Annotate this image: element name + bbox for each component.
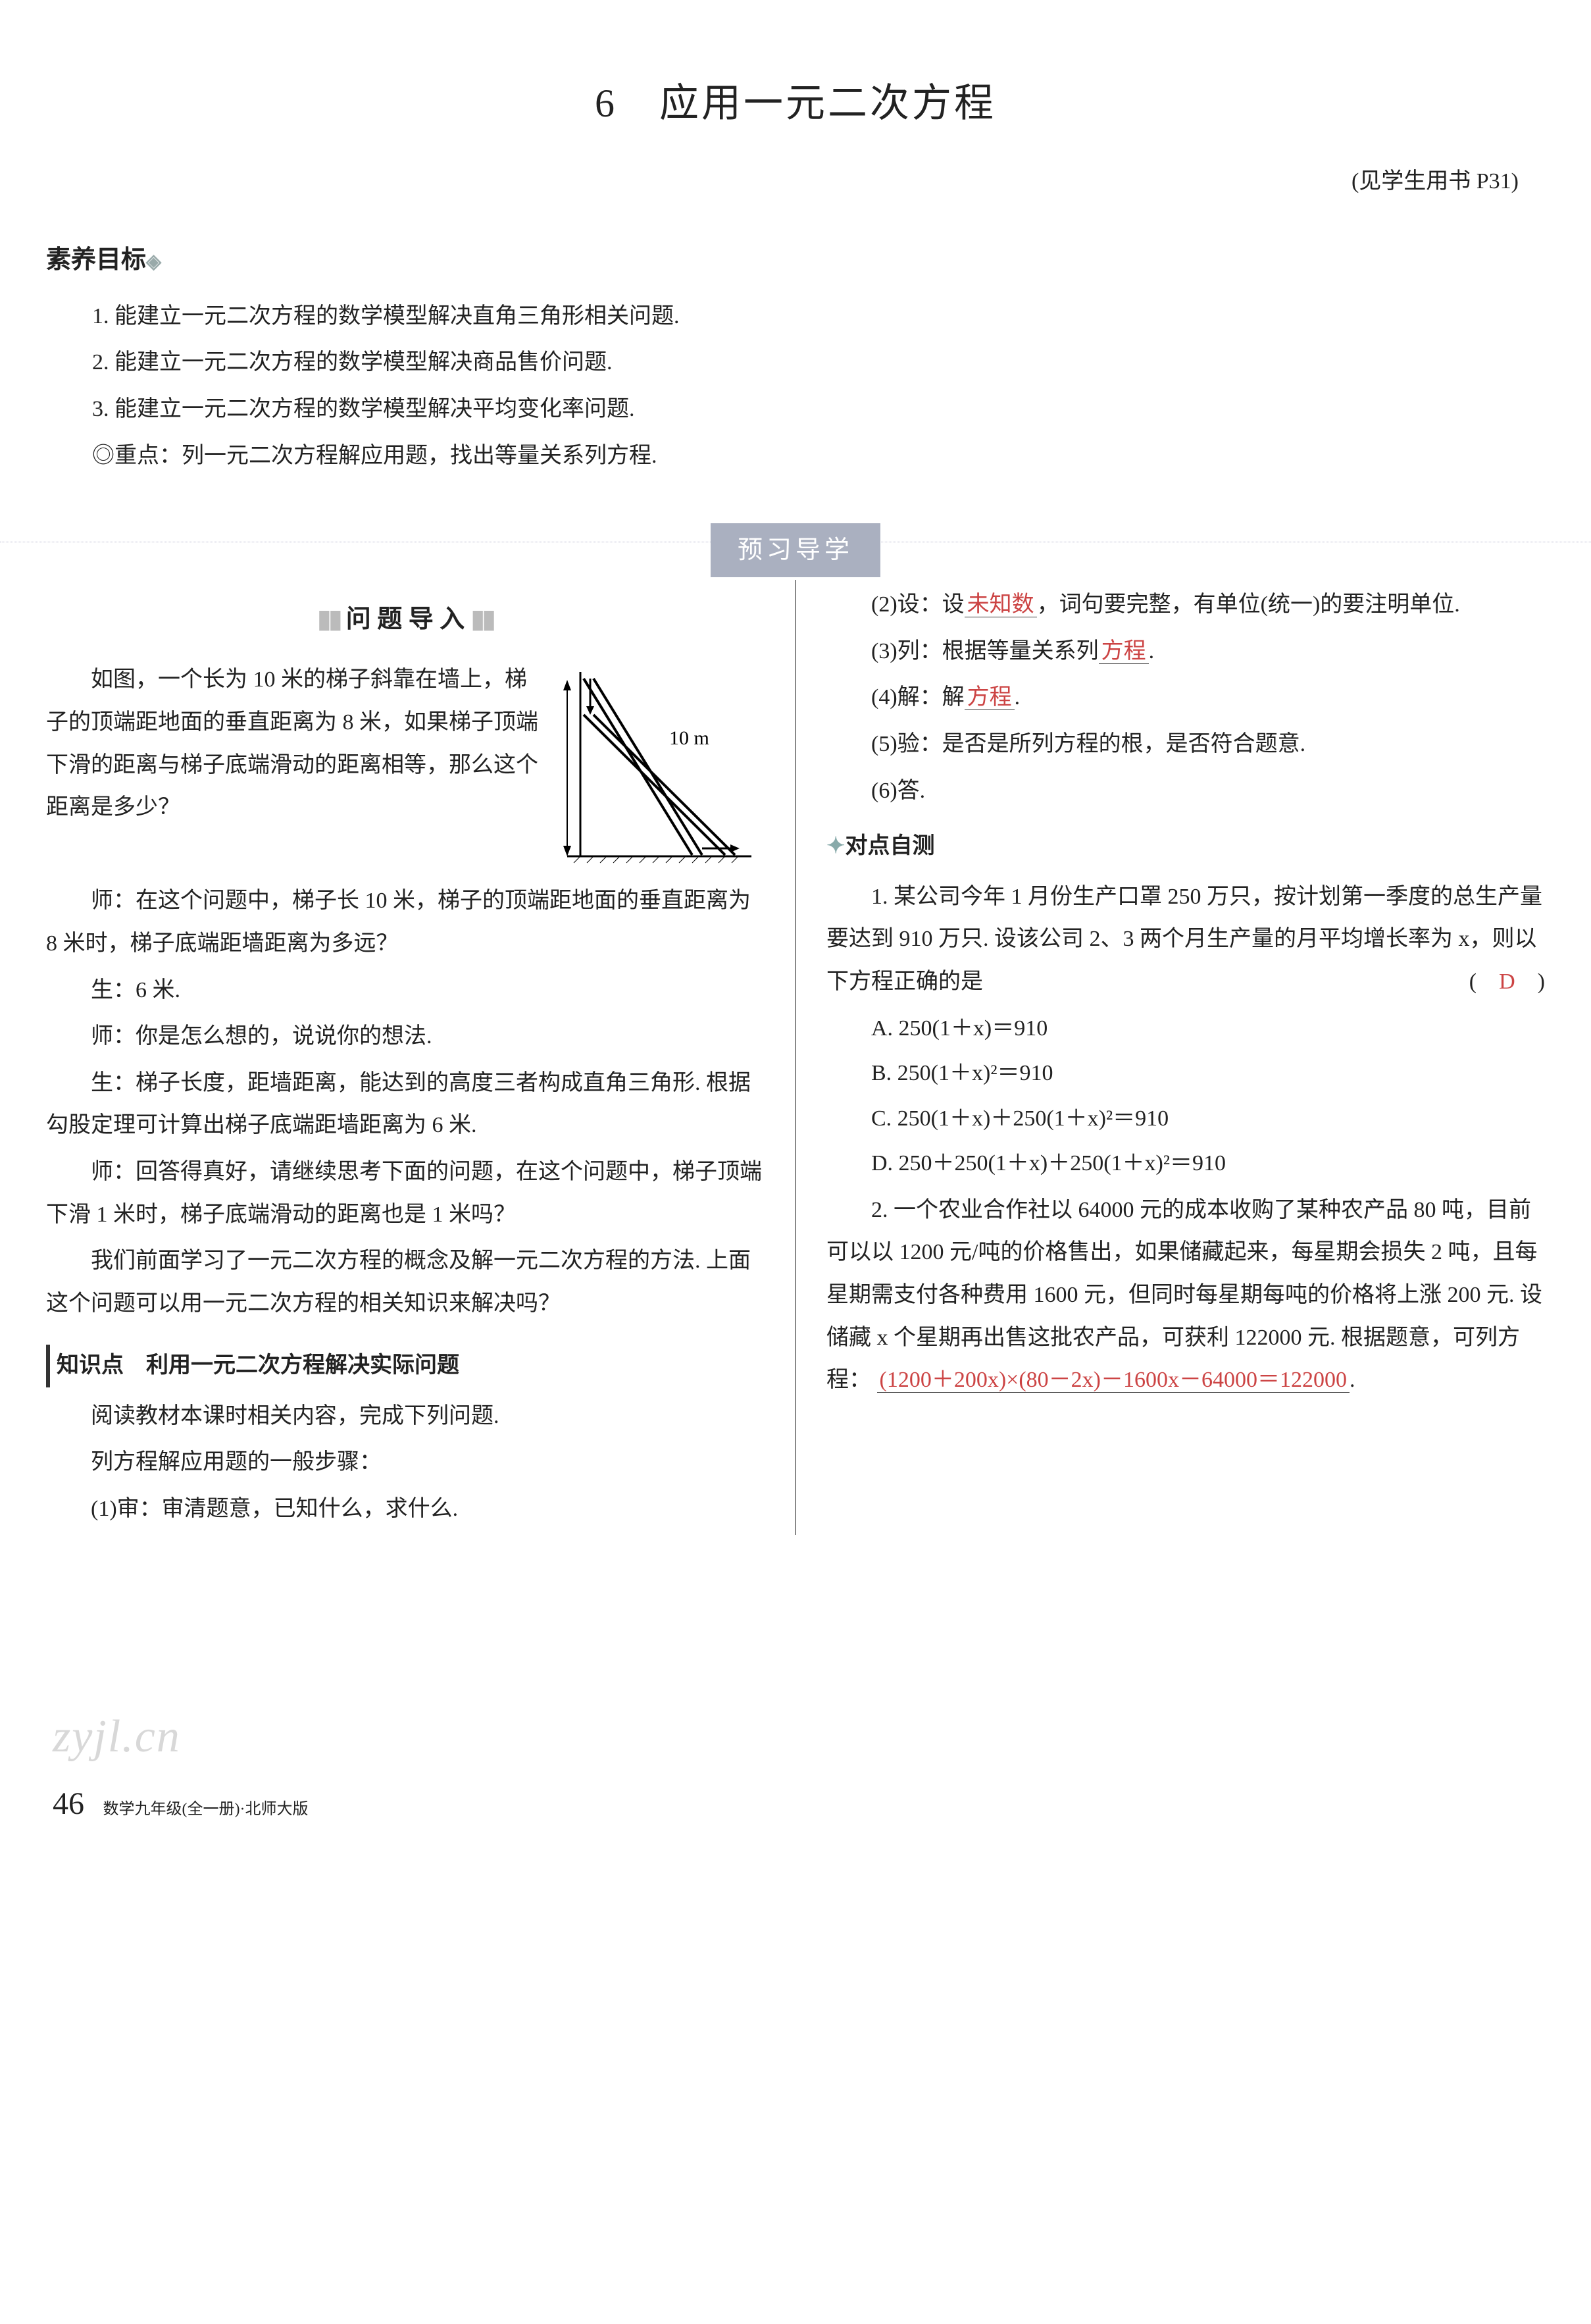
left-p4: 师：你是怎么想的，说说你的想法. [46, 1016, 765, 1058]
q2-text: 2. 一个农业合作社以 64000 元的成本收购了某种农产品 80 吨，目前可以… [826, 1198, 1542, 1392]
left-column: ▮▮ 问 题 导 入 ▮▮ [46, 580, 765, 1535]
knowledge-heading: 知识点 利用一元二次方程解决实际问题 [46, 1345, 765, 1387]
q1-stem: 1. 某公司今年 1 月份生产口罩 250 万只，按计划第一季度的总生产量要达到… [826, 876, 1545, 1004]
section-band: 预习导学 [46, 523, 1545, 560]
q1-answer: D [1499, 969, 1515, 994]
step-3a: (3)列：根据等量关系列 [871, 639, 1099, 663]
watermark: zyjl.cn [53, 1693, 1545, 1780]
step-2-blank: 未知数 [965, 592, 1037, 617]
step-2b: ，词句要完整，有单位(统一)的要注明单位. [1037, 592, 1460, 617]
right-column: (2)设：设未知数，词句要完整，有单位(统一)的要注明单位. (3)列：根据等量… [826, 580, 1545, 1535]
problem-intro-heading: ▮▮ 问 题 导 入 ▮▮ [46, 596, 765, 643]
step-4: (4)解：解方程. [826, 677, 1545, 719]
goal-3: 3. 能建立一元二次方程的数学模型解决平均变化率问题. [92, 388, 1545, 431]
q1-option-b: B. 250(1＋x)²＝910 [871, 1052, 1545, 1095]
step-3: (3)列：根据等量关系列方程. [826, 631, 1545, 673]
left-p7: 我们前面学习了一元二次方程的概念及解一元二次方程的方法. 上面这个问题可以用一元… [46, 1240, 765, 1325]
step-5: (5)验：是否是所列方程的根，是否符合题意. [826, 723, 1545, 766]
page-foot-line: 46 数学九年级(全一册)·北师大版 [53, 1774, 1545, 1834]
problem-intro-text: 问 题 导 入 [346, 606, 465, 633]
self-test-heading: ✦对点自测 [826, 825, 1545, 868]
dot-icon: ✦ [826, 834, 846, 858]
q1-option-c: C. 250(1＋x)＋250(1＋x)²＝910 [871, 1098, 1545, 1141]
goals-list: 1. 能建立一元二次方程的数学模型解决直角三角形相关问题. 2. 能建立一元二次… [92, 296, 1545, 477]
ladder-figure: 8 m 10 m [554, 659, 765, 869]
page-title: 6 应用一元二次方程 [46, 66, 1545, 141]
left-k3: (1)审：审清题意，已知什么，求什么. [46, 1488, 765, 1531]
step-4-blank: 方程 [965, 685, 1015, 710]
q2-equation-blank: (1200＋200x)×(80－2x)－1600x－64000＝122000 [877, 1368, 1350, 1393]
goals-head-text: 素养目标 [46, 246, 146, 274]
step-3-blank: 方程 [1099, 639, 1149, 664]
deco-left-icon: ▮▮ [317, 606, 340, 633]
q1-option-a: A. 250(1＋x)＝910 [871, 1008, 1545, 1050]
left-p3: 生：6 米. [46, 969, 765, 1012]
step-2a: (2)设：设 [871, 592, 965, 617]
step-4a: (4)解：解 [871, 685, 965, 710]
left-k2: 列方程解应用题的一般步骤： [46, 1441, 765, 1484]
q1-answer-paren: ( D ) [1425, 961, 1545, 1004]
page-footer: zyjl.cn 46 数学九年级(全一册)·北师大版 [46, 1693, 1545, 1834]
left-k1: 阅读教材本课时相关内容，完成下列问题. [46, 1395, 765, 1438]
q2-stem: 2. 一个农业合作社以 64000 元的成本收购了某种农产品 80 吨，目前可以… [826, 1189, 1545, 1402]
step-4b: . [1015, 685, 1021, 710]
goal-2: 2. 能建立一元二次方程的数学模型解决商品售价问题. [92, 342, 1545, 384]
self-test-text: 对点自测 [846, 834, 935, 858]
book-info: 数学九年级(全一册)·北师大版 [103, 1801, 309, 1818]
left-p6: 师：回答得真好，请继续思考下面的问题，在这个问题中，梯子顶端下滑 1 米时，梯子… [46, 1151, 765, 1236]
page-number: 46 [53, 1786, 84, 1821]
ladder-paragraph-wrap: 8 m 10 m 如图，一个长为 10 米的梯子斜靠在墙上，梯子的顶端距地面的垂… [46, 659, 765, 829]
column-divider [795, 580, 796, 1535]
q1-option-d: D. 250＋250(1＋x)＋250(1＋x)²＝910 [871, 1143, 1545, 1185]
subreference: (见学生用书 P31) [46, 161, 1519, 203]
diamond-icon: ◈ [146, 251, 161, 272]
step-2: (2)设：设未知数，词句要完整，有单位(统一)的要注明单位. [826, 584, 1545, 627]
goals-heading: 素养目标◈ [46, 236, 1545, 284]
goal-keypoint: ◎重点：列一元二次方程解应用题，找出等量关系列方程. [92, 435, 1545, 478]
two-column-layout: ▮▮ 问 题 导 入 ▮▮ [46, 580, 1545, 1535]
left-p5: 生：梯子长度，距墙距离，能达到的高度三者构成直角三角形. 根据勾股定理可计算出梯… [46, 1062, 765, 1147]
band-label: 预习导学 [711, 523, 880, 577]
step-6: (6)答. [826, 770, 1545, 813]
left-p2: 师：在这个问题中，梯子长 10 米，梯子的顶端距地面的垂直距离为 8 米时，梯子… [46, 880, 765, 965]
svg-text:10 m: 10 m [669, 727, 709, 749]
q1-options: A. 250(1＋x)＝910 B. 250(1＋x)²＝910 C. 250(… [871, 1008, 1545, 1185]
q2-tail: . [1350, 1368, 1355, 1392]
goal-1: 1. 能建立一元二次方程的数学模型解决直角三角形相关问题. [92, 296, 1545, 338]
deco-right-icon: ▮▮ [471, 606, 493, 633]
step-3b: . [1149, 639, 1155, 663]
